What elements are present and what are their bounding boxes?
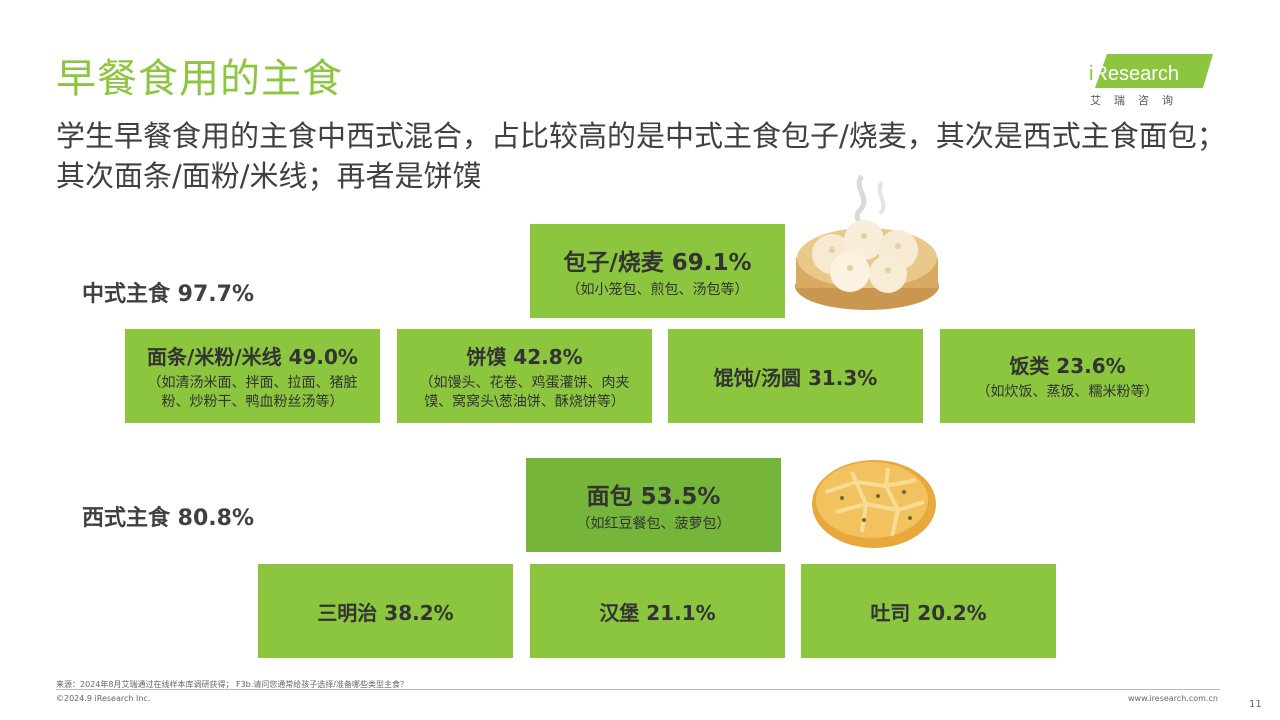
- svg-text:iResearch: iResearch: [1089, 63, 1179, 85]
- footer-copyright: ©2024.9 iResearch Inc.: [56, 694, 151, 703]
- bread-image: [812, 460, 936, 548]
- page-title: 早餐食用的主食: [56, 56, 343, 102]
- baozi-image: [795, 174, 939, 310]
- footer-source: 来源：2024年8月艾瑞通过在线样本库调研获得； F3b.请问您通常给孩子选择/…: [56, 680, 408, 689]
- page-subtitle: 学生早餐食用的主食中西式混合，占比较高的是中式主食包子/烧麦，其次是西式主食面包…: [56, 119, 1226, 193]
- baozi-note: （如小笼包、煎包、汤包等）: [566, 281, 749, 298]
- wonton-name: 馄饨/汤圆 31.3%: [713, 365, 878, 390]
- page-number: 11: [1249, 699, 1262, 710]
- toast-name: 吐司 20.2%: [870, 600, 987, 625]
- sandwich-name: 三明治 38.2%: [317, 600, 454, 625]
- noodles-box: 面条/米粉/米线 49.0% （如清汤米面、拌面、拉面、猪脏粉、炒粉干、鸭血粉丝…: [125, 329, 380, 423]
- rice-name: 饭类 23.6%: [1009, 354, 1126, 378]
- bread-name: 面包 53.5%: [586, 483, 721, 510]
- rice-box: 饭类 23.6% （如炊饭、蒸饭、糯米粉等）: [940, 329, 1195, 423]
- western-staple-label: 西式主食 80.8%: [82, 506, 254, 531]
- bread-note: （如红豆餐包、菠萝包）: [576, 515, 731, 532]
- baozi-name: 包子/烧麦 69.1%: [563, 249, 752, 276]
- sandwich-box: 三明治 38.2%: [258, 564, 513, 658]
- baozi-shaomai-box: 包子/烧麦 69.1% （如小笼包、煎包、汤包等）: [530, 224, 785, 318]
- hamburger-box: 汉堡 21.1%: [530, 564, 785, 658]
- iresearch-logo: iResearch: [1089, 54, 1213, 88]
- noodles-note: （如清汤米面、拌面、拉面、猪脏粉、炒粉干、鸭血粉丝汤等）: [147, 374, 358, 410]
- rice-note: （如炊饭、蒸饭、糯米粉等）: [976, 384, 1159, 400]
- logo-cn-text: 艾瑞咨询: [1090, 94, 1186, 107]
- footer-url: www.iresearch.com.cn: [1128, 694, 1218, 703]
- chinese-staple-label: 中式主食 97.7%: [82, 282, 254, 307]
- noodles-name: 面条/米粉/米线 49.0%: [147, 344, 358, 369]
- bread-box: 面包 53.5% （如红豆餐包、菠萝包）: [526, 458, 781, 552]
- wonton-box: 馄饨/汤圆 31.3%: [668, 329, 923, 423]
- hamburger-name: 汉堡 21.1%: [599, 600, 716, 625]
- bingmo-name: 饼馍 42.8%: [466, 344, 583, 369]
- footer-divider: [56, 689, 1220, 690]
- bingmo-note: （如馒头、花卷、鸡蛋灌饼、肉夹馍、窝窝头\葱油饼、酥烧饼等）: [419, 374, 630, 410]
- bingmo-box: 饼馍 42.8% （如馒头、花卷、鸡蛋灌饼、肉夹馍、窝窝头\葱油饼、酥烧饼等）: [397, 329, 652, 423]
- toast-box: 吐司 20.2%: [801, 564, 1056, 658]
